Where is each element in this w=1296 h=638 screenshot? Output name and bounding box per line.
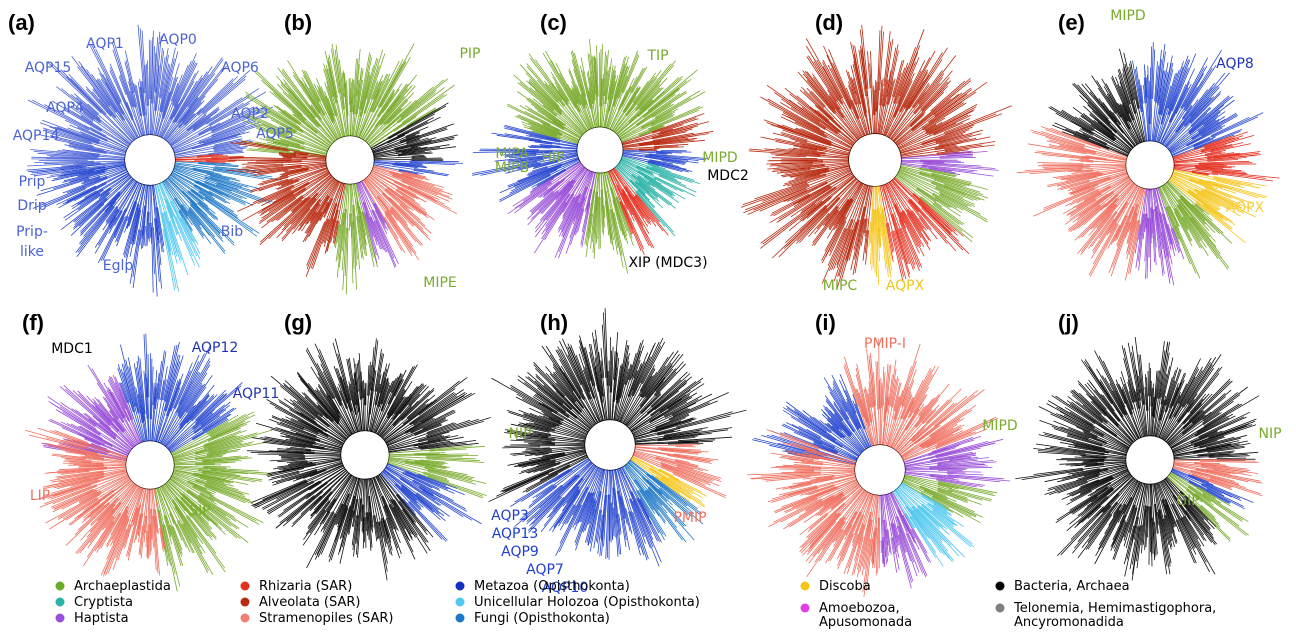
leaf: [41, 177, 89, 191]
leaf: [205, 486, 260, 507]
branch: [351, 112, 352, 136]
branch: [305, 455, 341, 456]
leaf: [373, 210, 398, 264]
branch: [374, 161, 409, 162]
page: (a)AQP1AQP0AQP15AQP6AQP4AQP2AQP14AQP5Pri…: [0, 0, 1296, 638]
tree-root: [326, 136, 374, 184]
tree-root: [126, 441, 174, 489]
leaf: [406, 124, 454, 141]
leaf: [282, 71, 317, 117]
leaf: [1176, 226, 1196, 274]
branch: [1152, 189, 1153, 209]
branch: [151, 489, 152, 509]
leaf: [1049, 107, 1092, 131]
leaf: [203, 125, 262, 143]
leaf: [414, 453, 445, 454]
leaf: [1151, 47, 1152, 99]
leaf: [414, 169, 449, 174]
leaf: [743, 186, 809, 213]
leaf: [944, 106, 1012, 133]
tree-root: [577, 127, 623, 173]
leaf: [677, 410, 747, 428]
leaf: [146, 531, 147, 548]
branch: [823, 161, 849, 162]
tree: [226, 44, 463, 295]
branch: [352, 184, 354, 205]
branch: [1151, 99, 1152, 141]
branch: [601, 106, 602, 127]
leaf: [412, 157, 427, 158]
branch: [114, 484, 135, 509]
branch: [555, 444, 585, 445]
leaf: [412, 156, 426, 157]
leaf: [874, 86, 875, 115]
leaf: [363, 381, 364, 398]
leaf: [908, 213, 930, 250]
leaf: [79, 61, 116, 112]
leaf: [311, 219, 329, 268]
leaf: [1056, 113, 1091, 132]
leaf: [148, 354, 149, 397]
leaf: [398, 93, 436, 123]
leaf: [426, 419, 479, 436]
leaf: [1037, 163, 1083, 164]
leaf: [412, 155, 425, 156]
leaf: [400, 205, 432, 233]
leaf: [281, 456, 305, 457]
leaf: [1062, 110, 1094, 130]
leaf: [410, 161, 459, 162]
leaf: [206, 162, 226, 163]
tree: [247, 338, 491, 580]
branch: [302, 161, 326, 162]
figure: (a)AQP1AQP0AQP15AQP6AQP4AQP2AQP14AQP5Pri…: [0, 0, 1296, 638]
leaf: [199, 122, 260, 143]
branch: [148, 185, 149, 211]
tree: [25, 334, 272, 592]
branch: [151, 185, 153, 227]
leaf: [206, 161, 235, 162]
branch: [1174, 164, 1198, 165]
leaf: [313, 219, 330, 269]
tree: [1017, 42, 1280, 285]
leaf: [380, 62, 406, 107]
leaf: [351, 213, 352, 238]
leaf: [307, 514, 335, 568]
leaf: [784, 207, 827, 249]
leaf: [425, 456, 462, 457]
leaf: [151, 41, 152, 100]
leaf: [656, 152, 670, 153]
branch: [1090, 166, 1126, 167]
branch: [1174, 166, 1195, 167]
branch: [610, 393, 611, 420]
branch: [363, 479, 364, 504]
leaf: [1080, 162, 1093, 163]
tree: [741, 25, 1012, 288]
branch: [98, 158, 125, 159]
tree-root: [1126, 141, 1174, 189]
leaf: [899, 29, 924, 96]
branch: [103, 464, 126, 465]
branch: [1151, 189, 1152, 207]
branch: [876, 112, 877, 134]
leaf: [61, 403, 96, 427]
leaf: [281, 457, 305, 458]
leaf: [772, 158, 818, 159]
leaf: [528, 444, 555, 445]
tree-root: [341, 431, 389, 479]
leaf: [351, 82, 352, 112]
